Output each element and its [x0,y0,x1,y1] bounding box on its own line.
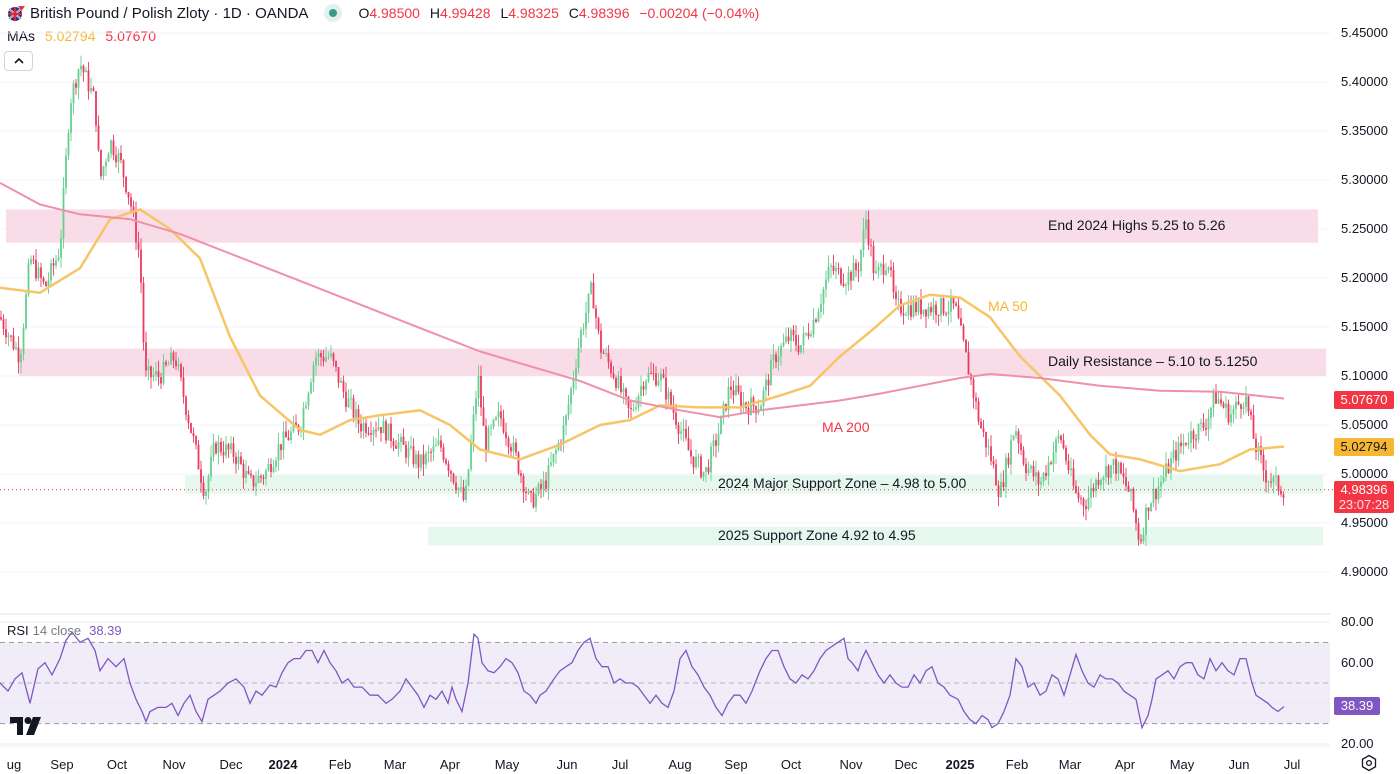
time-label-22: Jun [1228,757,1250,772]
gbp-pln-flag-icon [8,6,25,21]
price-tick-7: 5.10000 [1341,368,1388,383]
ohlc-values: O4.98500 H4.99428 L4.98325 C4.98396 −0.0… [358,5,765,21]
time-label-15: Nov [839,757,863,772]
ma200-line [0,182,1285,419]
time-label-9: May [494,757,520,772]
ma200-label: MA 200 [822,419,870,435]
last-price-tag: 4.98396 23:07:28 [1334,481,1394,513]
time-label-19: Mar [1058,757,1082,772]
price-tick-4: 5.25000 [1341,221,1388,236]
rsi-name: RSI [7,623,29,638]
zone-label-1: Daily Resistance – 5.10 to 5.1250 [1048,353,1258,370]
symbol-title[interactable]: British Pound / Polish Zloty · 1D · OAND… [30,4,309,22]
zone-label-2: 2024 Major Support Zone – 4.98 to 5.00 [718,475,967,492]
bar-countdown: 23:07:28 [1338,497,1390,512]
high-label: H [429,5,440,21]
change-value: −0.00204 (−0.04%) [639,5,760,21]
zone-rect-1 [19,348,1326,376]
time-label-21: May [1169,757,1195,772]
ma200-legend-value: 5.07670 [105,28,156,44]
collapse-legend-button[interactable] [4,51,33,71]
candles [0,55,1285,547]
market-open-dot-icon [324,4,343,22]
low-value: 4.98325 [508,5,559,21]
open-value: 4.98500 [369,5,420,21]
time-label-20: Apr [1114,757,1136,772]
zone-rect-3 [428,526,1323,546]
time-label-8: Apr [439,757,461,772]
price-tick-1: 5.40000 [1341,74,1388,89]
ma200-price-tag: 5.07670 [1334,391,1394,409]
time-label-10: Jun [556,757,578,772]
time-label-12: Aug [668,757,692,772]
price-tick-3: 5.30000 [1341,172,1388,187]
rsi-tick-60: 60.00 [1341,655,1374,670]
time-label-2: Oct [106,757,128,772]
ma-legend[interactable]: MAs 5.02794 5.07670 [7,28,156,44]
time-label-6: Feb [328,757,352,772]
zone-rect-0 [6,209,1318,243]
price-tick-11: 4.90000 [1341,564,1388,579]
time-label-23: Jul [1283,757,1301,772]
time-label-18: Feb [1005,757,1029,772]
settings-gear-icon[interactable] [1360,754,1378,772]
close-label: C [568,5,579,21]
rsi-line [0,631,1285,730]
rsi-tick-20: 20.00 [1341,736,1374,751]
price-tick-10: 4.95000 [1341,515,1388,530]
price-tick-6: 5.15000 [1341,319,1388,334]
time-label-11: Jul [611,757,629,772]
ma50-legend-value: 5.02794 [44,28,96,44]
ma-legend-label: MAs [7,28,35,44]
time-label-16: Dec [894,757,918,772]
high-value: 4.99428 [439,5,491,21]
low-label: L [500,5,509,21]
tradingview-logo-icon[interactable] [10,717,42,735]
rsi-value: 38.39 [89,623,122,638]
rsi-tick-80: 80.00 [1341,614,1374,629]
price-tick-5: 5.20000 [1341,270,1388,285]
open-label: O [358,5,370,21]
rsi-value-tag: 38.39 [1334,697,1380,715]
rsi-legend[interactable]: RSI 14 close 38.39 [7,623,122,638]
ma50-label: MA 50 [988,298,1028,314]
price-tick-0: 5.45000 [1341,25,1388,40]
chart-header: British Pound / Polish Zloty · 1D · OAND… [0,0,1330,26]
last-price-value: 4.98396 [1340,482,1388,497]
time-label-4: Dec [219,757,243,772]
time-label-0: ug [6,757,22,772]
ma50-line [0,208,1285,473]
time-label-7: Mar [383,757,407,772]
price-tick-8: 5.05000 [1341,417,1388,432]
zone-label-0: End 2024 Highs 5.25 to 5.26 [1048,217,1226,234]
ma50-price-tag: 5.02794 [1334,438,1394,456]
time-label-13: Sep [724,757,748,772]
price-tick-9: 5.00000 [1341,466,1388,481]
zone-label-3: 2025 Support Zone 4.92 to 4.95 [718,527,916,544]
price-tick-2: 5.35000 [1341,123,1388,138]
time-label-1: Sep [50,757,74,772]
close-value: 4.98396 [578,5,630,21]
rsi-params: 14 close [32,623,82,638]
time-label-5: 2024 [268,757,298,772]
time-label-3: Nov [162,757,186,772]
chevron-up-icon [13,58,24,64]
time-label-14: Oct [780,757,802,772]
time-label-17: 2025 [945,757,975,772]
